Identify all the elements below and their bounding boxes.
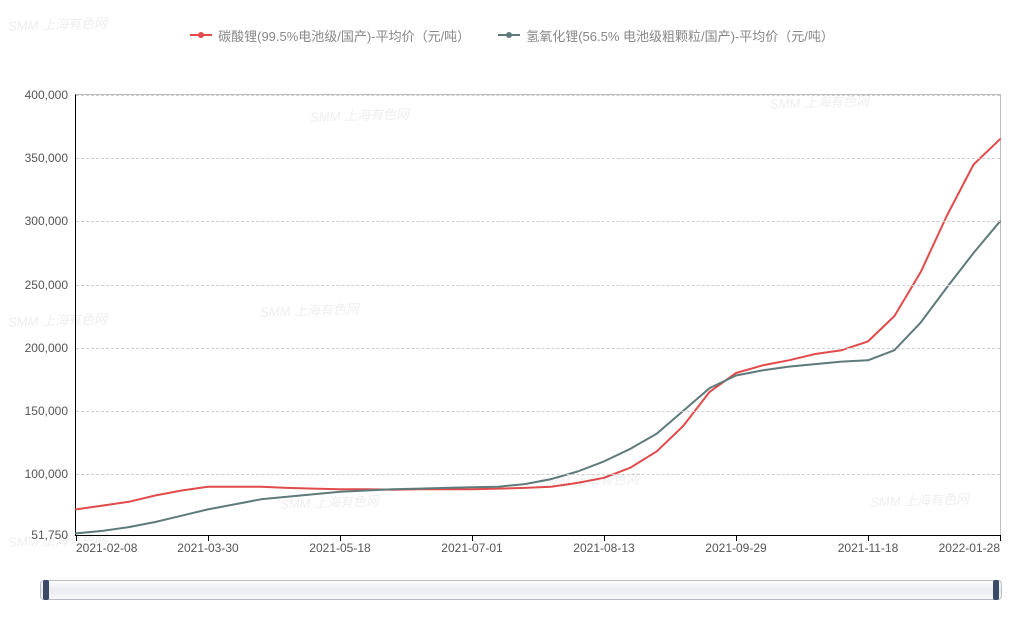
x-axis-tick-label: 2021-09-29 [705,535,766,555]
legend-marker-icon [498,34,520,36]
gridline [76,348,1000,349]
y-axis-tick-label: 350,000 [25,151,76,165]
x-axis-tick-label: 2022-01-28 [939,535,1000,555]
series-line [76,139,1000,509]
legend-label: 碳酸锂(99.5%电池级/国产)-平均价（元/吨） [218,26,470,45]
x-axis-tick-label: 2021-02-08 [76,535,137,555]
x-axis-tick-label: 2021-07-01 [441,535,502,555]
x-axis-tick-label: 2021-11-18 [838,535,899,555]
y-axis-tick-label: 150,000 [25,404,76,418]
y-axis-tick-label: 300,000 [25,214,76,228]
y-axis-tick-label: 100,000 [25,467,76,481]
y-axis-tick-label: 400,000 [25,88,76,102]
legend-item: 碳酸锂(99.5%电池级/国产)-平均价（元/吨） [190,26,470,45]
gridline [76,221,1000,222]
legend-label: 氢氧化锂(56.5% 电池级粗颗粒/国产)-平均价（元/吨） [526,26,834,45]
y-axis-tick-label: 200,000 [25,341,76,355]
gridline [76,474,1000,475]
price-chart: 碳酸锂(99.5%电池级/国产)-平均价（元/吨） 氢氧化锂(56.5% 电池级粗… [0,0,1024,628]
gridline [76,285,1000,286]
scrollbar-handle-right[interactable] [993,580,999,600]
y-axis-tick-label: 250,000 [25,278,76,292]
legend: 碳酸锂(99.5%电池级/国产)-平均价（元/吨） 氢氧化锂(56.5% 电池级粗… [0,24,1024,45]
x-axis-tick-label: 2021-05-18 [309,535,370,555]
time-scrollbar[interactable] [40,580,1002,600]
scrollbar-handle-left[interactable] [43,580,49,600]
legend-marker-icon [190,34,212,36]
gridline [76,158,1000,159]
plot-area: 51,750100,000150,000200,000250,000300,00… [75,94,1001,536]
x-axis-tick-label: 2021-03-30 [177,535,238,555]
x-axis-tick-label: 2021-08-13 [573,535,634,555]
line-series-svg [76,95,1000,535]
y-axis-tick-label: 51,750 [31,528,76,542]
x-axis-tick [1000,535,1001,541]
gridline [76,411,1000,412]
legend-item: 氢氧化锂(56.5% 电池级粗颗粒/国产)-平均价（元/吨） [498,26,834,45]
gridline [76,95,1000,96]
